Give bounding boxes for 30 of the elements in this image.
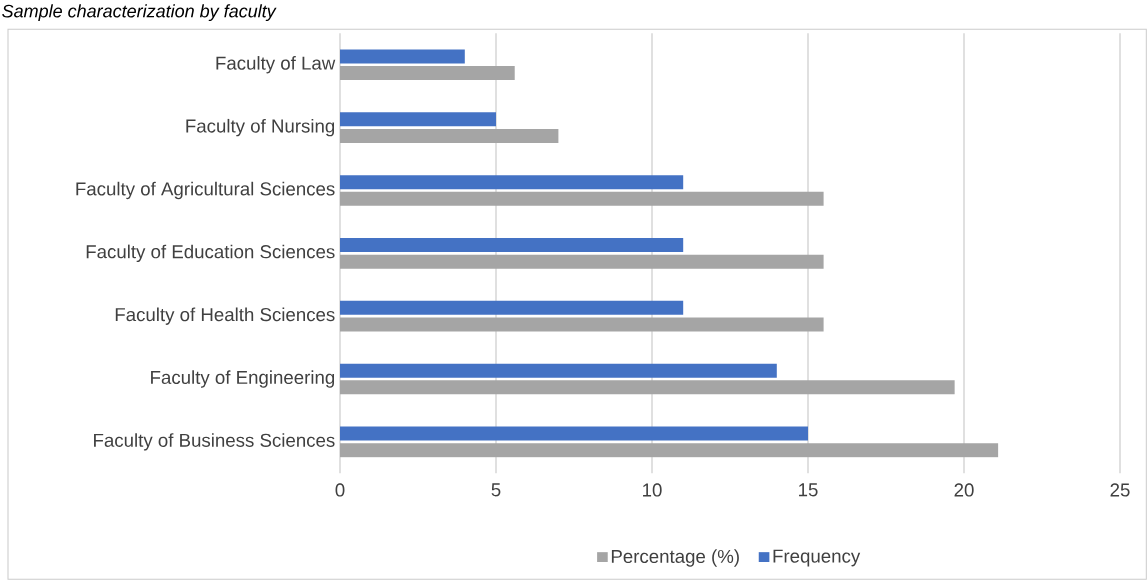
x-tick-label: 0 xyxy=(335,483,345,497)
bar xyxy=(340,112,496,127)
bar xyxy=(340,237,684,252)
y-tick-label: Faculty of Business Sciences xyxy=(94,433,335,451)
x-tick-label: 20 xyxy=(954,483,974,497)
text: Sample characterization by faculty xyxy=(2,4,277,22)
bar xyxy=(340,128,559,143)
y-tick-label: Faculty of Health Sciences xyxy=(115,307,335,325)
y-tick-label: Faculty of Law xyxy=(216,56,336,74)
x-tick-label: 15 xyxy=(799,483,818,497)
bar xyxy=(340,49,465,64)
legend-label: Percentage (%) xyxy=(611,549,739,567)
y-tick-label: Faculty of Agricultural Sciences xyxy=(76,181,335,200)
bar xyxy=(340,317,824,332)
bar xyxy=(340,254,824,269)
bar xyxy=(340,175,684,190)
x-tick-label: 25 xyxy=(1110,483,1130,497)
bar xyxy=(340,363,777,378)
bar xyxy=(340,426,808,441)
bar xyxy=(340,300,684,315)
x-tick-label: 5 xyxy=(491,483,501,497)
x-tick-label: 10 xyxy=(643,483,662,497)
y-tick-label: Faculty of Education Sciences xyxy=(86,244,335,263)
legend-label: Frequency xyxy=(773,549,861,567)
bar xyxy=(340,66,515,81)
bar xyxy=(340,443,999,458)
bar xyxy=(340,380,955,395)
y-tick-label: Faculty of Nursing xyxy=(186,118,335,137)
bar xyxy=(340,191,824,206)
y-tick-label: Faculty of Engineering xyxy=(151,370,335,388)
